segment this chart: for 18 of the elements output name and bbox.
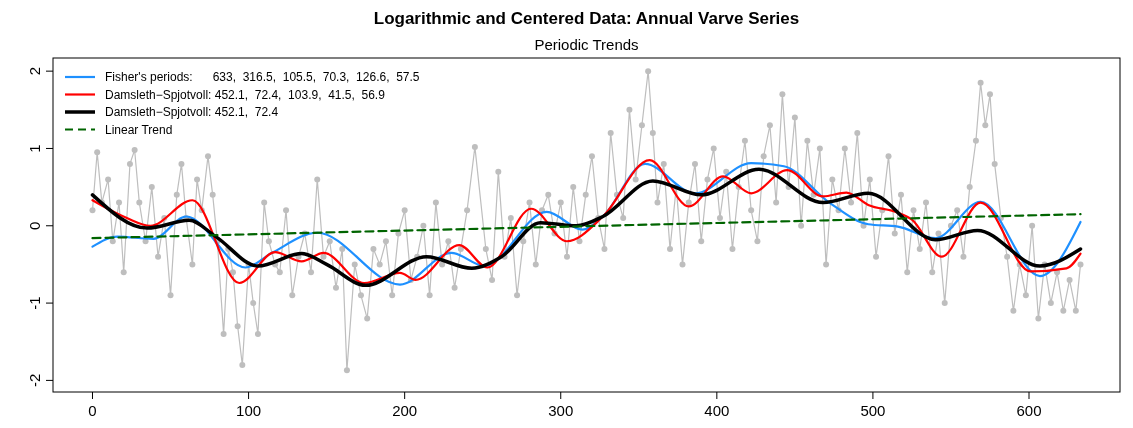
y-tick-label: 2 (26, 66, 43, 76)
legend-label: Fisher's periods: 633, 316.5, 105.5, 70.3, 126.6, 57.5 (105, 70, 420, 84)
x-tick-label: 500 (860, 402, 886, 419)
y-tick-label: -1 (26, 296, 43, 310)
legend-label: Damsleth−Spjotvoll: 452.1, 72.4, 103.9, 41.5, 56.9 (105, 87, 386, 102)
x-tick-label: 200 (392, 402, 418, 419)
legend-label: Linear Trend (105, 122, 173, 137)
legend-label: Damsleth−Spjotvoll: 452.1, 72.4 (105, 105, 279, 119)
x-tick-label: 600 (1016, 402, 1042, 419)
y-tick-label: -2 (26, 373, 43, 388)
y-tick-label: 0 (26, 221, 43, 230)
y-tick-label: 1 (26, 144, 43, 153)
x-tick-label: 0 (88, 402, 97, 419)
x-tick-label: 100 (236, 402, 262, 419)
x-tick-label: 300 (548, 402, 574, 419)
chart-subtitle: Periodic Trends (534, 36, 639, 53)
x-tick-label: 400 (704, 402, 730, 419)
chart-title: Logarithmic and Centered Data: Annual Varve Series (373, 9, 800, 28)
